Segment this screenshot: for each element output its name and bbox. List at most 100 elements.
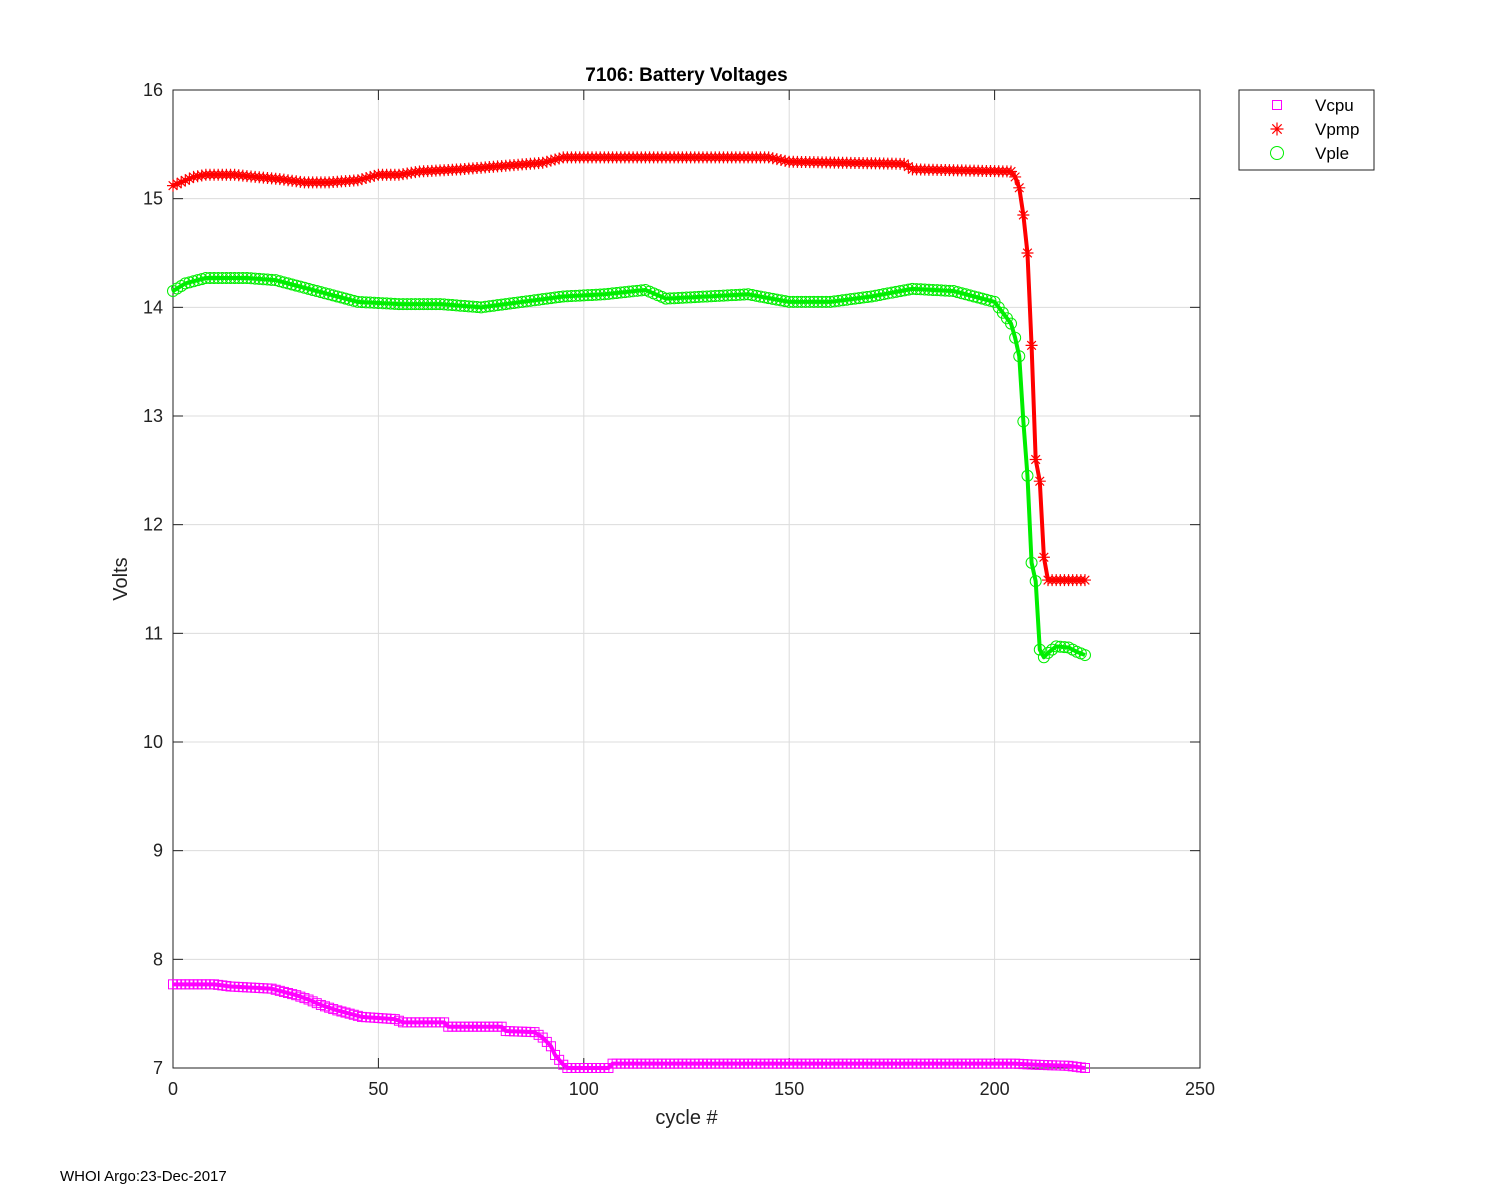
data-point — [762, 151, 775, 164]
data-point — [705, 290, 718, 303]
series-line-vple — [171, 275, 1086, 660]
data-point — [951, 286, 964, 299]
data-point — [536, 156, 549, 169]
data-point — [627, 285, 640, 298]
data-point — [1037, 551, 1050, 564]
y-tick-label: 10 — [143, 732, 163, 752]
data-point — [581, 289, 594, 302]
data-point — [824, 295, 837, 308]
y-tick-label: 13 — [143, 406, 163, 426]
data-point — [203, 271, 216, 284]
data-point — [323, 288, 336, 301]
data-point — [553, 291, 566, 304]
data-point — [183, 172, 196, 185]
y-axis-label: Volts — [110, 557, 132, 600]
data-point — [261, 273, 274, 286]
data-point — [680, 291, 693, 304]
x-tick-label: 0 — [168, 1079, 178, 1099]
series-markers-vple — [167, 271, 1091, 664]
legend-box — [1238, 89, 1375, 171]
data-point — [306, 283, 319, 296]
data-point — [544, 292, 557, 305]
data-point — [1025, 339, 1038, 352]
data-point — [232, 271, 245, 284]
x-tick-label: 200 — [980, 1079, 1010, 1099]
data-point — [881, 287, 894, 300]
data-point — [622, 285, 635, 298]
data-point — [429, 298, 442, 311]
data-point — [573, 289, 586, 302]
data-point — [1037, 651, 1050, 664]
data-point — [791, 295, 804, 308]
data-point — [450, 299, 463, 312]
data-point — [228, 271, 241, 284]
data-point — [963, 289, 976, 302]
data-point — [512, 296, 525, 309]
data-point — [565, 290, 578, 303]
data-point — [1021, 247, 1034, 259]
data-point — [840, 293, 853, 306]
series-vple — [167, 271, 1091, 664]
data-point — [392, 298, 405, 311]
data-point — [434, 298, 447, 311]
data-point — [401, 167, 414, 180]
data-point — [245, 272, 258, 285]
data-point — [1025, 556, 1038, 569]
data-point — [273, 275, 286, 288]
data-point — [380, 297, 393, 310]
data-point — [783, 295, 796, 308]
data-point — [750, 289, 763, 302]
data-point — [339, 292, 352, 305]
data-point — [331, 290, 344, 303]
data-point — [397, 168, 410, 181]
data-point — [1029, 575, 1042, 588]
data-point — [586, 288, 599, 301]
data-point — [187, 275, 200, 288]
data-point — [590, 288, 603, 301]
data-point — [959, 288, 972, 301]
data-point — [540, 155, 553, 168]
data-point — [742, 288, 755, 301]
y-tick-label: 14 — [143, 297, 163, 317]
data-point — [360, 172, 373, 185]
data-point — [762, 292, 775, 305]
data-point — [635, 284, 648, 297]
data-point — [536, 293, 549, 306]
data-point — [1009, 331, 1022, 344]
data-point — [758, 291, 771, 304]
data-point — [282, 277, 295, 290]
data-point — [454, 299, 467, 312]
y-tick-label: 15 — [143, 189, 163, 209]
y-tick-label: 11 — [144, 623, 163, 643]
data-point — [458, 300, 471, 313]
data-point — [672, 291, 685, 304]
data-point — [388, 297, 401, 310]
data-point — [499, 298, 512, 311]
data-point — [179, 174, 192, 187]
data-point — [738, 288, 751, 301]
data-point — [376, 297, 389, 310]
data-point — [257, 273, 270, 286]
data-point — [1033, 643, 1046, 656]
legend-item-vple: Vple — [1270, 144, 1349, 163]
data-point — [557, 290, 570, 303]
data-point — [347, 294, 360, 307]
data-point — [544, 154, 557, 167]
data-point — [918, 283, 931, 296]
data-point — [409, 166, 422, 179]
data-point — [446, 299, 459, 312]
data-point — [364, 296, 377, 309]
data-point — [795, 295, 808, 308]
data-point — [470, 301, 483, 314]
data-point — [462, 300, 475, 313]
data-point — [701, 290, 714, 303]
data-point — [602, 287, 615, 300]
data-point — [766, 292, 779, 305]
data-point — [466, 300, 479, 313]
data-point — [746, 289, 759, 302]
data-point — [1078, 574, 1091, 587]
data-point — [709, 290, 722, 303]
data-point — [1033, 475, 1046, 488]
data-point — [507, 296, 520, 309]
data-point — [298, 281, 311, 294]
